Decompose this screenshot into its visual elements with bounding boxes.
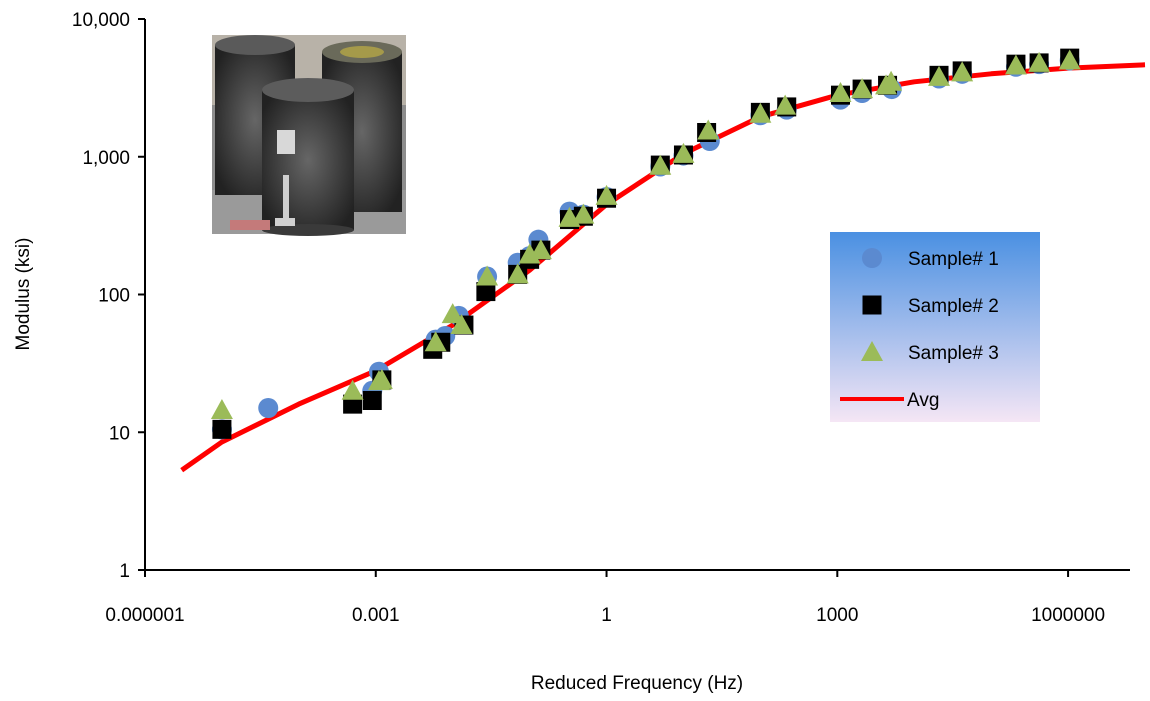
legend-label: Sample# 3 (908, 343, 999, 364)
data-point (506, 263, 529, 284)
y-tick-label: 1 (119, 561, 130, 582)
data-point (1004, 54, 1027, 75)
data-point (258, 397, 279, 418)
data-point (362, 391, 382, 411)
data-point (441, 303, 464, 324)
data-point (749, 102, 772, 123)
data-point (341, 379, 364, 400)
data-point (774, 94, 797, 115)
y-tick-label: 10,000 (72, 10, 130, 31)
data-point (450, 314, 473, 335)
legend-swatch (861, 341, 883, 361)
data-point (697, 119, 720, 140)
series-triangle (210, 49, 1081, 420)
data-point (476, 265, 499, 286)
data-point (210, 399, 233, 420)
y-axis-title: Modulus (ksi) (13, 238, 34, 351)
data-point (1058, 49, 1081, 70)
x-axis-title: Reduced Frequency (Hz) (531, 673, 743, 694)
legend-swatch (862, 295, 882, 315)
y-ticks: 1 10 100 1,000 10,000 (72, 10, 145, 582)
data-point (424, 331, 447, 352)
legend-label: Sample# 1 (908, 249, 999, 270)
data-point (649, 154, 672, 175)
x-ticks: 0.000001 0.001 1 1000 1000000 (105, 570, 1105, 626)
data-point (476, 282, 496, 302)
x-tick-label: 1 (601, 605, 612, 626)
data-point (212, 419, 232, 439)
data-point (928, 65, 951, 86)
data-point (951, 61, 974, 82)
series-layer (180, 48, 1146, 473)
x-tick-label: 0.001 (352, 605, 400, 626)
series-line-avg (180, 62, 1146, 473)
data-point (672, 142, 695, 163)
legend: Sample# 1 Sample# 2 Sample# 3 Avg (830, 232, 1040, 422)
data-point (829, 82, 852, 103)
legend-swatch (862, 248, 882, 268)
data-point (851, 78, 874, 99)
data-point (1028, 51, 1051, 72)
data-point (880, 70, 903, 91)
y-tick-label: 100 (98, 286, 130, 307)
y-tick-label: 10 (109, 423, 130, 444)
data-point (595, 184, 618, 205)
legend-label: Avg (907, 390, 939, 411)
data-point (529, 239, 552, 260)
inset-photo (212, 35, 406, 236)
data-point (572, 203, 595, 224)
x-tick-label: 1000 (816, 605, 858, 626)
legend-items: Sample# 1 Sample# 2 Sample# 3 Avg (840, 248, 999, 411)
x-tick-label: 1000000 (1031, 605, 1105, 626)
y-tick-label: 1,000 (82, 148, 130, 169)
data-point (370, 368, 393, 389)
x-tick-label: 0.000001 (105, 605, 184, 626)
legend-label: Sample# 2 (908, 296, 999, 317)
